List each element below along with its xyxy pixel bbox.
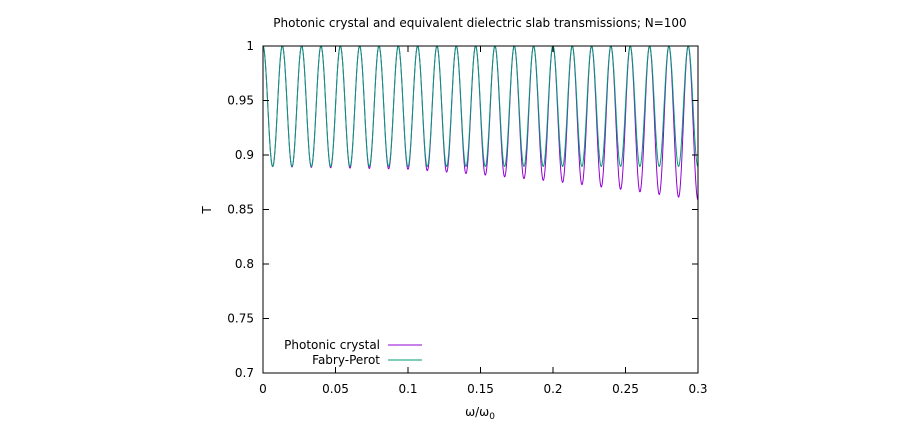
plot-frame bbox=[262, 45, 699, 374]
series-layer bbox=[262, 45, 699, 201]
x-tick-label: 0.2 bbox=[543, 382, 562, 396]
ticks-layer: 0 0.05 0.1 0.15 0.2 0.25 0.3 0.7 0.75 0.8 0.85 0.9 0… bbox=[227, 39, 707, 396]
y-tick-label: 0.75 bbox=[227, 312, 254, 326]
x-tick-label: 0.25 bbox=[612, 382, 639, 396]
x-tick-label: 0.15 bbox=[467, 382, 494, 396]
x-tick-label: 0.3 bbox=[688, 382, 707, 396]
x-tick-label: 0.05 bbox=[322, 382, 349, 396]
x-axis-label: ω/ω0 bbox=[465, 405, 495, 422]
x-tick-label: 0.1 bbox=[398, 382, 417, 396]
y-tick-label: 0.95 bbox=[227, 94, 254, 108]
legend-label-0: Photonic crystal bbox=[284, 338, 380, 352]
series-line-1 bbox=[262, 45, 699, 167]
y-tick-label: 0.7 bbox=[235, 366, 254, 380]
y-tick-label: 1 bbox=[246, 39, 254, 53]
y-axis-label: T bbox=[200, 206, 214, 215]
chart-title: Photonic crystal and equivalent dielectr… bbox=[273, 16, 686, 30]
x-axis-label-main: ω/ω bbox=[465, 405, 489, 419]
y-tick-label: 0.85 bbox=[227, 203, 254, 217]
legend-label-1: Fabry-Perot bbox=[312, 353, 380, 367]
y-tick-label: 0.8 bbox=[235, 257, 254, 271]
x-tick-label: 0 bbox=[259, 382, 267, 396]
y-tick-label: 0.9 bbox=[235, 148, 254, 162]
x-axis-label-subscript: 0 bbox=[489, 412, 495, 422]
